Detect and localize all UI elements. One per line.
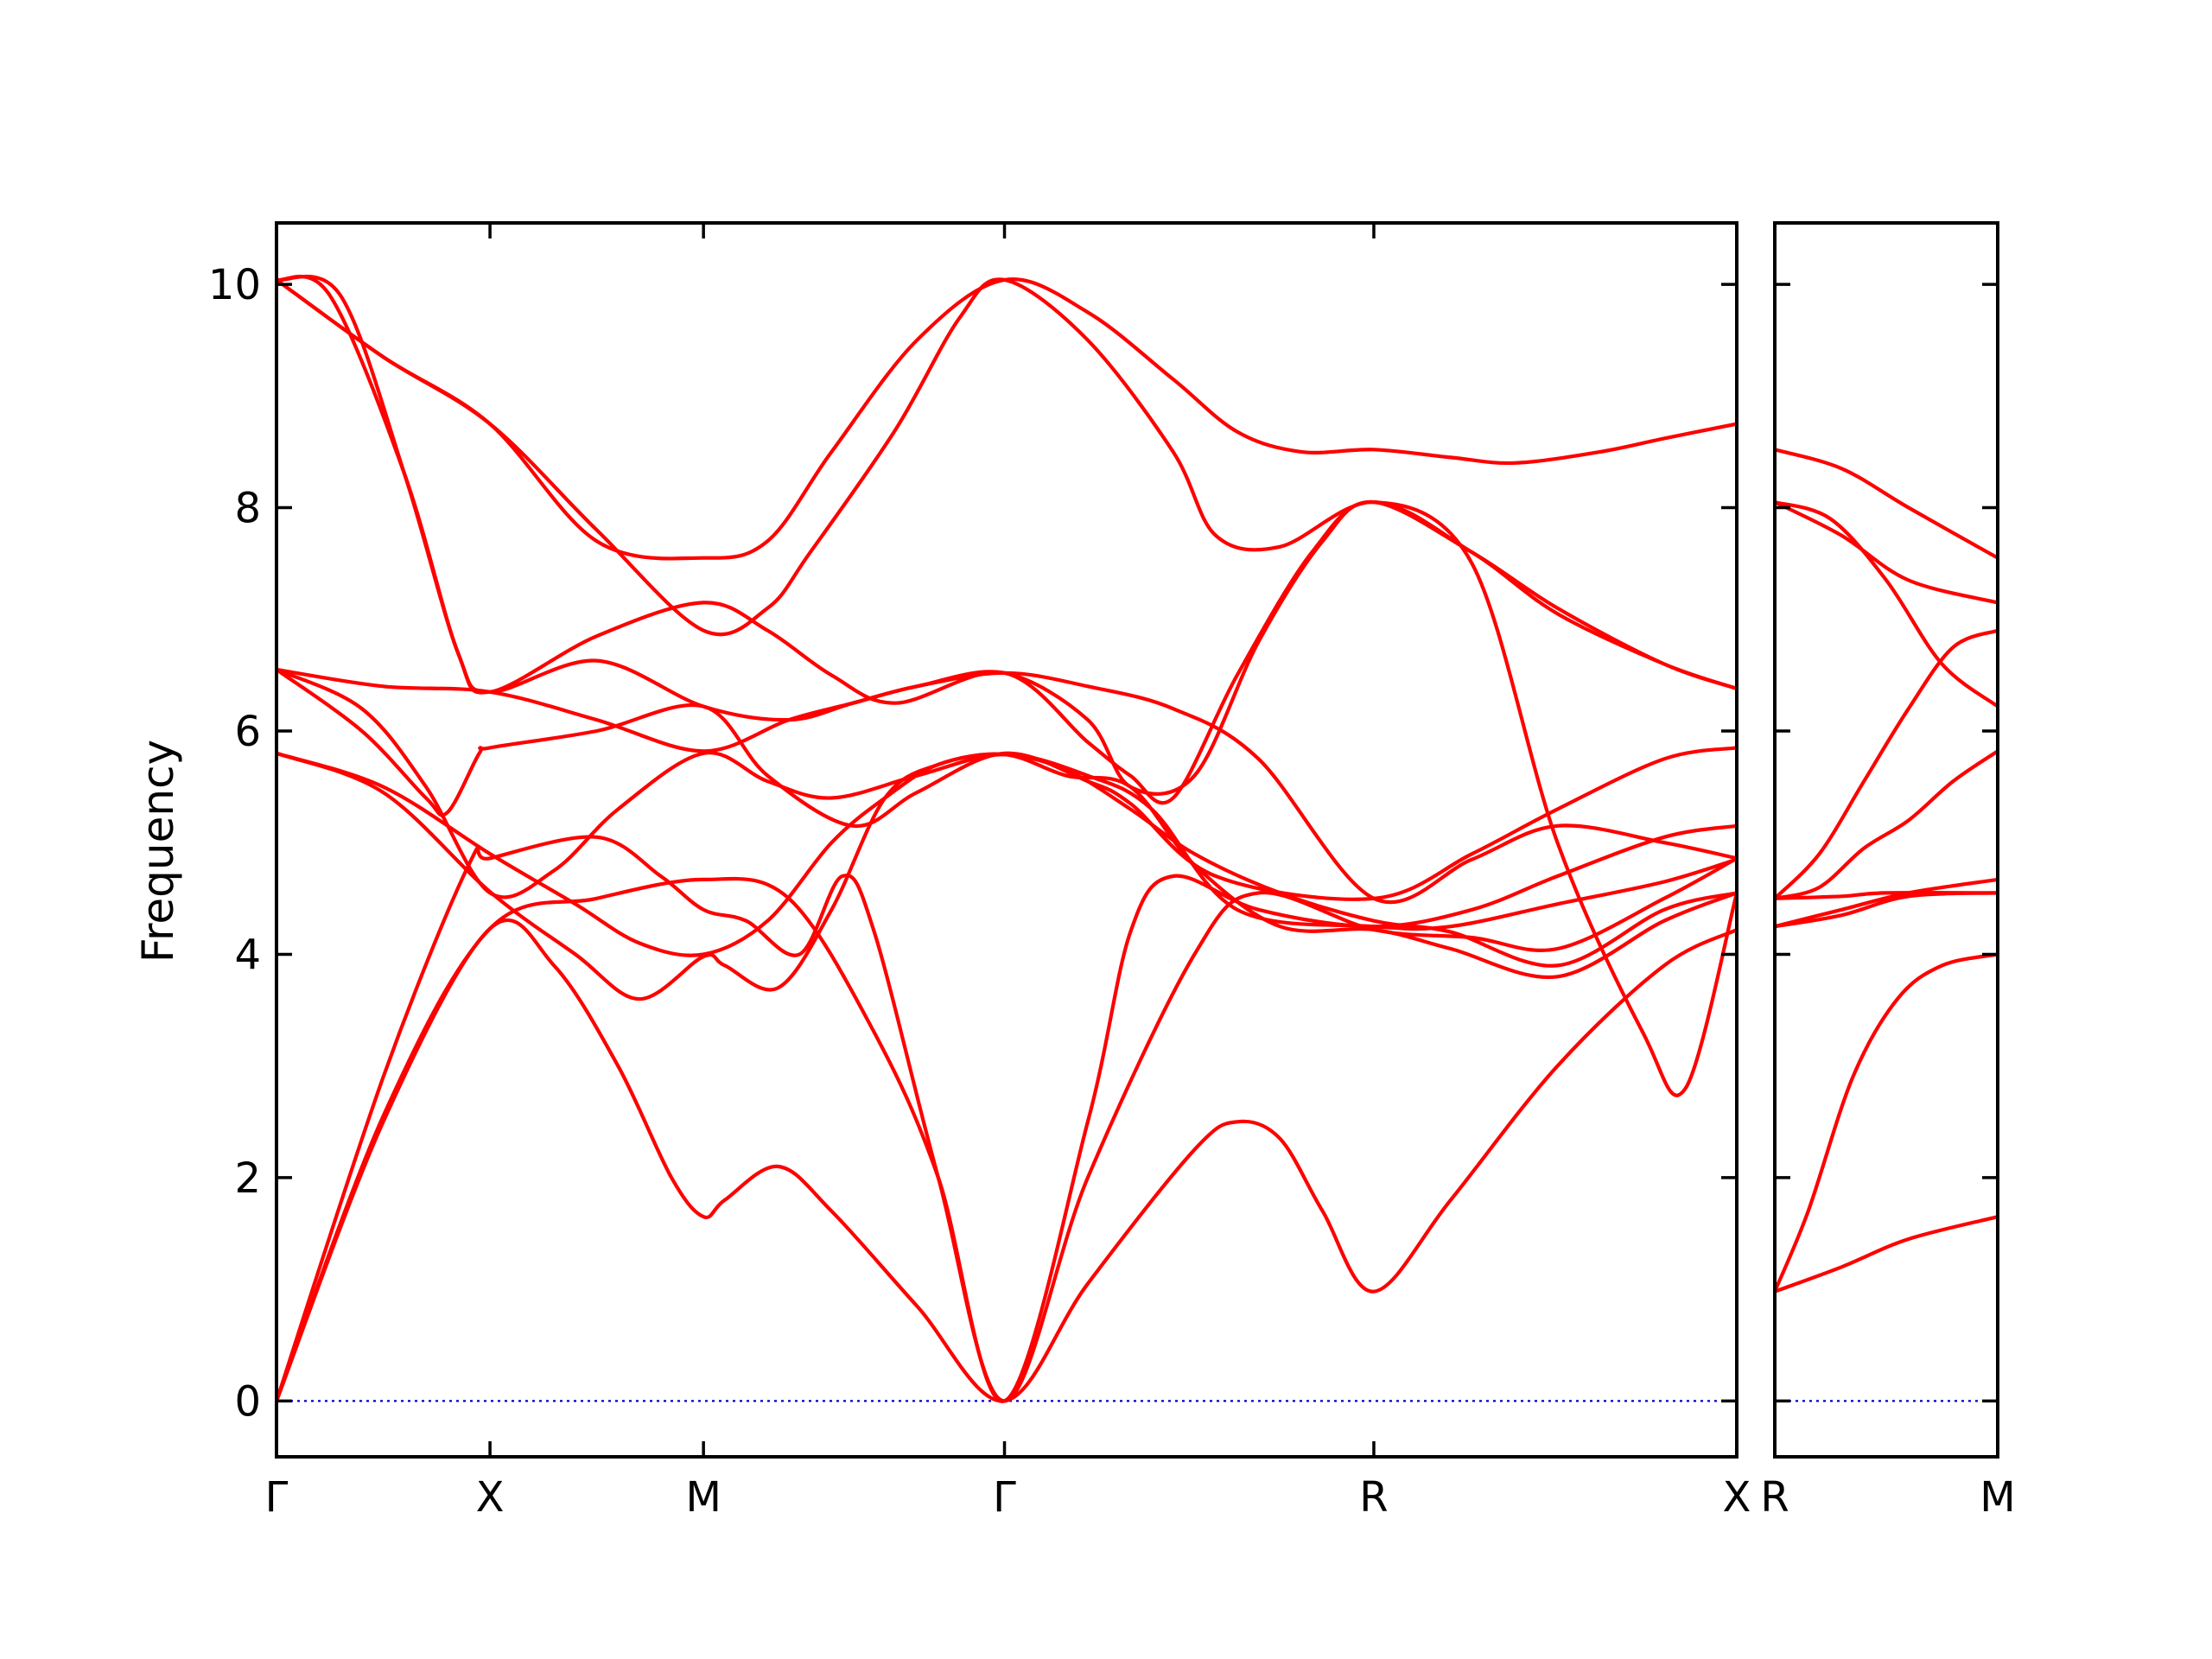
band-line-left-6 <box>276 667 1737 901</box>
band-line-left-4 <box>276 751 1737 1001</box>
x-tick-label: X <box>476 1473 505 1522</box>
band-line-right-3 <box>1775 877 1998 929</box>
x-tick-label: R <box>1760 1473 1789 1522</box>
bands-left <box>276 274 1737 1403</box>
band-line-left-11 <box>276 277 1737 561</box>
plot-frame-left <box>275 221 1738 1459</box>
band-line-left-1 <box>276 918 1737 1403</box>
band-line-left-5 <box>276 751 1737 968</box>
x-tick-label: M <box>1980 1473 2015 1522</box>
band-line-left-10 <box>276 277 1737 690</box>
y-tick-label: 6 <box>234 708 261 756</box>
x-tick-label: Γ <box>993 1473 1016 1522</box>
band-line-right-5 <box>1775 890 1998 900</box>
band-line-right-2 <box>1775 952 1998 1294</box>
x-tick-label: M <box>685 1473 721 1522</box>
y-tick-label: 4 <box>234 931 261 979</box>
band-line-right-6 <box>1775 749 1998 900</box>
band-line-right-9 <box>1775 500 1998 605</box>
band-line-right-7 <box>1775 628 1998 900</box>
plot-frame-right <box>1773 221 1999 1459</box>
y-tick-label: 10 <box>208 261 261 309</box>
x-tick-label: Γ <box>265 1473 289 1522</box>
band-line-left-12 <box>276 274 1737 1097</box>
panel-left: 0 2 4 6 8 10 Γ X M Γ R X <box>208 221 1751 1522</box>
bands-right <box>1775 448 1998 1294</box>
y-tick-label: 2 <box>234 1154 261 1203</box>
band-line-right-8 <box>1775 500 1998 709</box>
y-axis-label: Frequency <box>133 740 183 963</box>
y-tick-label: 0 <box>234 1377 261 1426</box>
x-tick-label: X <box>1723 1473 1751 1522</box>
y-tick-label: 8 <box>234 485 261 533</box>
band-line-left-8 <box>276 667 1737 905</box>
band-line-right-10 <box>1775 448 1998 560</box>
band-line-right-1 <box>1775 1215 1998 1294</box>
x-tick-label: R <box>1359 1473 1388 1522</box>
band-line-left-9 <box>276 274 1737 796</box>
band-line-left-7 <box>276 667 1737 931</box>
